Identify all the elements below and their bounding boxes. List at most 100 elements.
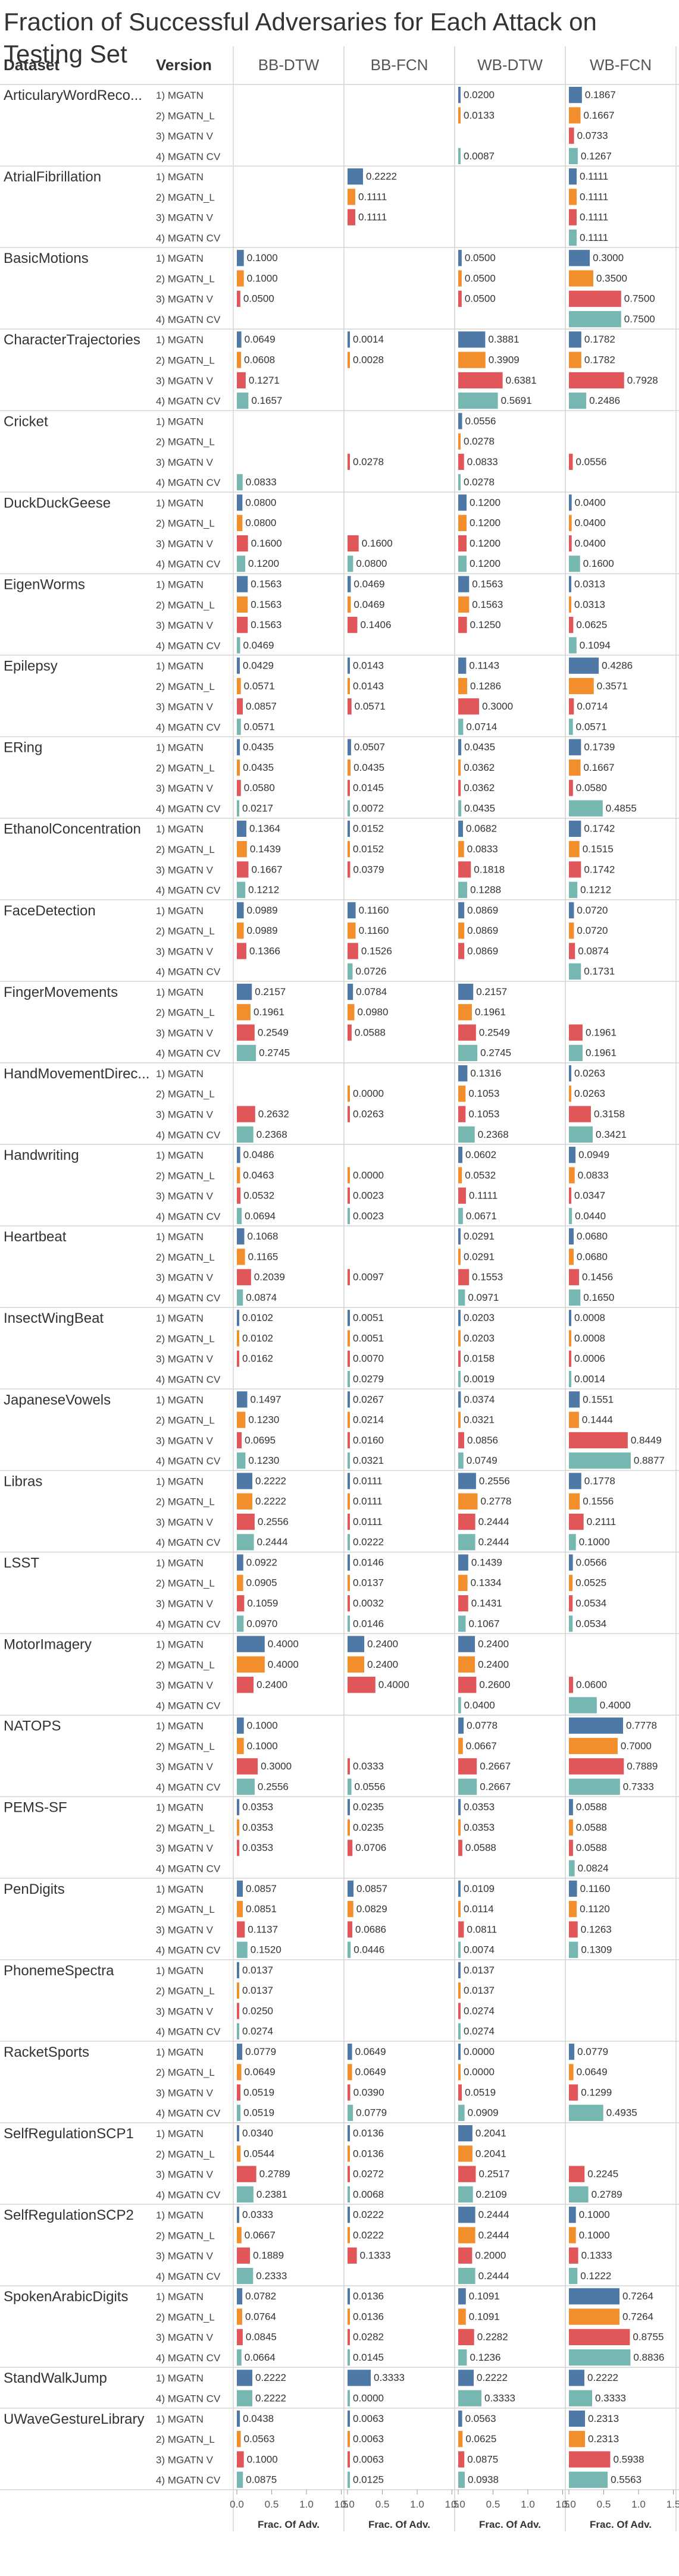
version-label: 4) MGATN CV: [156, 2352, 221, 2364]
bar-spokenarabicdigits-bb-fcn: [348, 2329, 350, 2345]
bar-lsst-wb-fcn: [569, 1595, 573, 1612]
bar-selfregulationscp2-wb-dtw: [458, 2227, 475, 2244]
data-label: 0.5563: [611, 2474, 642, 2486]
data-label: 0.0469: [243, 639, 274, 651]
bar-pems-sf-bb-fcn: [348, 1799, 350, 1815]
bar-epilepsy-bb-fcn: [348, 657, 350, 674]
data-label: 0.1961: [254, 1006, 284, 1018]
x-tick-label: 1.0: [299, 2499, 314, 2510]
data-label: 0.0869: [467, 945, 498, 956]
version-label: 1) MGATN: [156, 1068, 204, 1080]
bar-fingermovements-bb-dtw: [237, 1044, 256, 1061]
data-label: 0.7889: [627, 1761, 658, 1772]
bar-fingermovements-bb-fcn: [348, 1004, 355, 1021]
bar-selfregulationscp2-bb-dtw: [237, 2267, 254, 2285]
bar-lsst-wb-fcn: [569, 1615, 573, 1632]
bar-handwriting-wb-dtw: [458, 1147, 463, 1163]
data-label: 0.0446: [353, 1944, 384, 1956]
bar-epilepsy-bb-dtw: [237, 657, 240, 674]
bar-articularywordreco-wb-dtw: [458, 107, 461, 124]
version-label: 1) MGATN: [156, 2373, 204, 2384]
data-label: 0.1111: [580, 232, 608, 243]
data-label: 0.0019: [464, 1373, 495, 1385]
data-label: 0.7500: [624, 293, 655, 305]
bar-pendigits-wb-dtw: [458, 1901, 461, 1918]
x-tick-label: 0.0: [451, 2499, 465, 2510]
data-label: 0.2109: [476, 2189, 507, 2200]
data-label: 0.1299: [581, 2086, 612, 2098]
data-label: 0.0525: [575, 1577, 606, 1589]
data-label: 0.1600: [583, 558, 614, 569]
bar-ering-wb-fcn: [569, 739, 581, 755]
bar-epilepsy-bb-dtw: [237, 718, 241, 735]
bar-charactertrajectories-bb-fcn: [348, 352, 350, 368]
bar-ethanolconcentration-bb-dtw: [237, 820, 246, 837]
data-label: 0.0114: [464, 1903, 494, 1915]
panel-header-bb-fcn: BB-FCN: [371, 56, 428, 74]
version-label: 2) MGATN_L: [156, 273, 215, 284]
bar-uwavegesturelibrary-bb-dtw: [237, 2410, 240, 2427]
version-label: 1) MGATN: [156, 1639, 204, 1651]
bar-japanesevowels-bb-fcn: [348, 1452, 350, 1469]
data-label: 0.0070: [353, 1353, 384, 1364]
column-header-dataset: Dataset: [4, 56, 60, 74]
bar-facedetection-wb-dtw: [458, 943, 465, 959]
bar-racketsports-bb-dtw: [237, 2043, 243, 2060]
bar-epilepsy-bb-dtw: [237, 677, 241, 695]
data-label: 0.0400: [575, 538, 606, 549]
bar-uwavegesturelibrary-wb-dtw: [458, 2451, 465, 2468]
data-label: 0.0857: [246, 701, 277, 712]
version-label: 3) MGATN V: [156, 1191, 214, 1202]
data-label: 0.0435: [464, 742, 495, 753]
data-label: 0.1526: [361, 945, 392, 956]
data-label: 0.0875: [467, 2453, 498, 2465]
bar-selfregulationscp1-wb-dtw: [458, 2125, 473, 2142]
data-label: 0.0784: [356, 986, 387, 997]
bar-epilepsy-wb-fcn: [569, 718, 573, 735]
data-label: 0.0706: [355, 1842, 386, 1853]
data-label: 0.1200: [470, 497, 500, 508]
version-label: 2) MGATN_L: [156, 1985, 215, 1997]
bar-duckduckgeese-bb-dtw: [237, 556, 246, 572]
data-label: 0.1563: [472, 599, 503, 610]
bar-handwriting-bb-fcn: [348, 1207, 350, 1225]
bar-libras-wb-fcn: [569, 1534, 576, 1551]
bar-pendigits-wb-fcn: [569, 1880, 577, 1897]
bar-racketsports-wb-dtw: [458, 2043, 461, 2060]
data-label: 0.0000: [464, 2066, 495, 2078]
data-label: 0.0362: [464, 762, 495, 773]
data-label: 0.0600: [576, 1679, 607, 1690]
bar-atrialfibrillation-wb-fcn: [569, 189, 577, 205]
bar-handwriting-wb-fcn: [569, 1147, 576, 1163]
bar-handmovementdirec-wb-dtw: [458, 1126, 475, 1143]
data-label: 0.0347: [574, 1190, 605, 1201]
data-label: 0.0714: [577, 701, 608, 712]
version-label: 4) MGATN CV: [156, 396, 221, 407]
data-label: 0.0625: [465, 2433, 496, 2445]
data-label: 0.0313: [574, 599, 605, 610]
data-label: 0.0136: [353, 2291, 384, 2302]
version-label: 3) MGATN V: [156, 212, 214, 224]
version-label: 3) MGATN V: [156, 457, 214, 468]
data-label: 0.1000: [579, 2209, 610, 2220]
bar-pendigits-bb-dtw: [237, 1901, 243, 1918]
bar-handwriting-bb-dtw: [237, 1167, 240, 1184]
x-tick-label: 0.0: [340, 2499, 355, 2510]
x-tick-label: 0.0: [562, 2499, 576, 2510]
data-label: 0.0274: [464, 2005, 495, 2016]
data-label: 0.1520: [251, 1944, 281, 1956]
bar-pendigits-bb-fcn: [348, 1921, 353, 1938]
dataset-label-japanesevowels: JapaneseVowels: [4, 1392, 111, 1408]
data-label: 0.1200: [470, 538, 500, 549]
dataset-label-heartbeat: Heartbeat: [4, 1229, 67, 1245]
bar-natops-bb-dtw: [237, 1717, 244, 1734]
version-label: 2) MGATN_L: [156, 1496, 215, 1508]
bar-racketsports-wb-dtw: [458, 2104, 465, 2121]
version-label: 3) MGATN V: [156, 1272, 214, 1284]
bar-eigenworms-wb-dtw: [458, 576, 470, 592]
bar-insectwingbeat-wb-dtw: [458, 1371, 461, 1388]
data-label: 0.2400: [478, 1639, 509, 1650]
bar-lsst-bb-fcn: [348, 1574, 350, 1591]
bar-selfregulationscp1-bb-dtw: [237, 2145, 241, 2162]
version-label: 1) MGATN: [156, 1150, 204, 1161]
